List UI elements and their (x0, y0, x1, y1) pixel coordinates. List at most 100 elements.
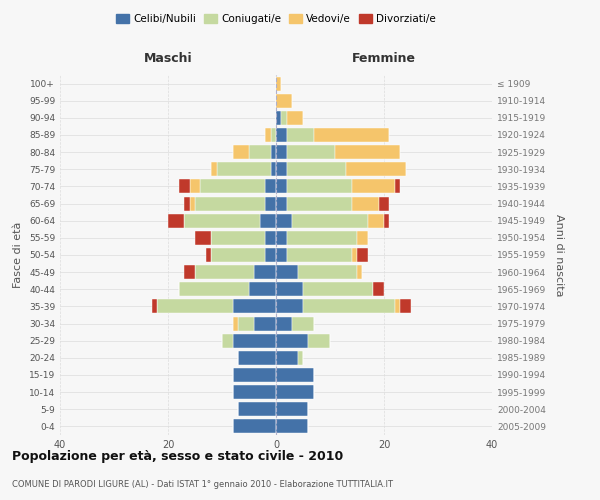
Bar (179, 180, 190, 194)
Bar (308, 334, 330, 347)
Bar (352, 248, 357, 262)
Bar (303, 282, 373, 296)
Bar (265, 248, 276, 262)
Bar (276, 385, 314, 399)
Bar (211, 162, 217, 176)
Bar (168, 214, 184, 228)
Bar (271, 162, 276, 176)
Bar (233, 385, 276, 399)
Bar (287, 111, 303, 125)
Bar (238, 316, 254, 330)
Bar (184, 196, 190, 210)
Bar (276, 420, 308, 434)
Text: COMUNE DI PARODI LIGURE (AL) - Dati ISTAT 1° gennaio 2010 - Elaborazione TUTTITA: COMUNE DI PARODI LIGURE (AL) - Dati ISTA… (12, 480, 393, 489)
Bar (179, 282, 249, 296)
Bar (276, 180, 287, 194)
Bar (265, 180, 276, 194)
Bar (254, 316, 276, 330)
Bar (206, 248, 211, 262)
Bar (276, 282, 303, 296)
Bar (298, 265, 357, 279)
Bar (233, 334, 276, 347)
Bar (303, 300, 395, 314)
Bar (195, 196, 265, 210)
Bar (281, 111, 287, 125)
Bar (357, 265, 362, 279)
Bar (249, 145, 271, 159)
Bar (152, 300, 157, 314)
Bar (357, 231, 368, 245)
Bar (400, 300, 411, 314)
Bar (287, 231, 357, 245)
Bar (249, 282, 276, 296)
Bar (395, 300, 400, 314)
Bar (222, 334, 233, 347)
Bar (190, 196, 195, 210)
Bar (314, 128, 389, 142)
Bar (254, 265, 276, 279)
Text: Femmine: Femmine (352, 52, 416, 64)
Bar (287, 162, 346, 176)
Bar (195, 231, 211, 245)
Bar (346, 162, 406, 176)
Bar (276, 94, 292, 108)
Bar (233, 316, 238, 330)
Legend: Celibi/Nubili, Coniugati/e, Vedovi/e, Divorziati/e: Celibi/Nubili, Coniugati/e, Vedovi/e, Di… (112, 10, 440, 29)
Bar (276, 300, 303, 314)
Bar (276, 128, 287, 142)
Bar (233, 368, 276, 382)
Bar (292, 316, 314, 330)
Bar (217, 162, 271, 176)
Y-axis label: Anni di nascita: Anni di nascita (554, 214, 564, 296)
Bar (276, 368, 314, 382)
Text: Maschi: Maschi (143, 52, 193, 64)
Bar (211, 248, 265, 262)
Bar (276, 196, 287, 210)
Bar (352, 196, 379, 210)
Bar (265, 196, 276, 210)
Bar (238, 402, 276, 416)
Y-axis label: Fasce di età: Fasce di età (13, 222, 23, 288)
Bar (287, 128, 314, 142)
Bar (384, 214, 389, 228)
Bar (287, 145, 335, 159)
Bar (287, 248, 352, 262)
Bar (276, 402, 308, 416)
Bar (233, 420, 276, 434)
Bar (233, 300, 276, 314)
Bar (287, 180, 352, 194)
Bar (233, 145, 249, 159)
Bar (276, 162, 287, 176)
Bar (157, 300, 233, 314)
Bar (190, 180, 200, 194)
Bar (265, 128, 271, 142)
Bar (184, 265, 195, 279)
Bar (271, 145, 276, 159)
Bar (292, 214, 368, 228)
Bar (276, 214, 292, 228)
Bar (276, 231, 287, 245)
Text: Popolazione per età, sesso e stato civile - 2010: Popolazione per età, sesso e stato civil… (12, 450, 343, 463)
Bar (373, 282, 384, 296)
Bar (287, 196, 352, 210)
Bar (298, 351, 303, 365)
Bar (276, 316, 292, 330)
Bar (271, 128, 276, 142)
Bar (238, 351, 276, 365)
Bar (200, 180, 265, 194)
Bar (184, 214, 260, 228)
Bar (368, 214, 384, 228)
Bar (352, 180, 395, 194)
Bar (265, 231, 276, 245)
Bar (276, 145, 287, 159)
Bar (395, 180, 400, 194)
Bar (276, 334, 308, 347)
Bar (276, 265, 298, 279)
Bar (335, 145, 400, 159)
Bar (211, 231, 265, 245)
Bar (276, 351, 298, 365)
Bar (357, 248, 368, 262)
Bar (195, 265, 254, 279)
Bar (276, 248, 287, 262)
Bar (260, 214, 276, 228)
